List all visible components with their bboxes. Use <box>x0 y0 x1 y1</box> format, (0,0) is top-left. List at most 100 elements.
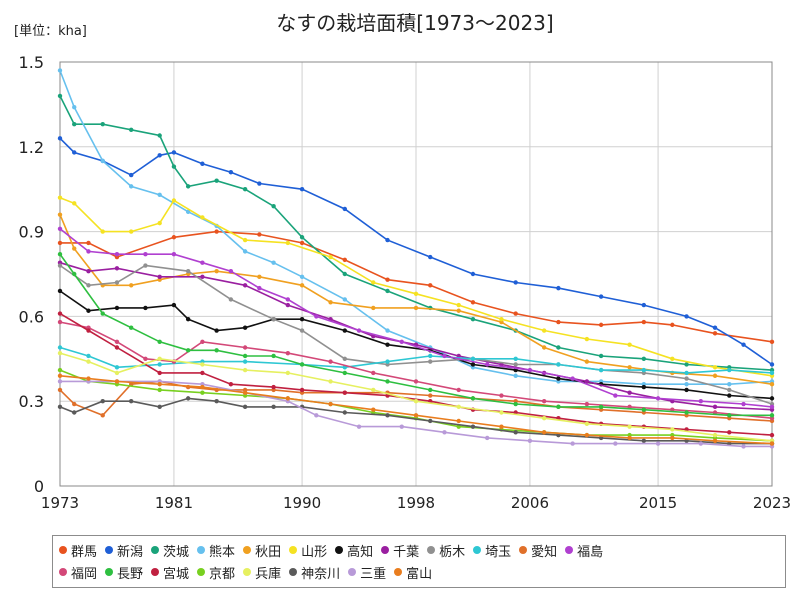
legend-item: 神奈川 <box>289 563 340 582</box>
legend-marker <box>427 546 436 554</box>
data-point <box>228 268 234 274</box>
data-point <box>769 432 775 438</box>
data-point <box>86 268 91 274</box>
legend-label: 福島 <box>577 544 604 560</box>
data-point <box>627 424 632 429</box>
legend-item: 茨城 <box>151 541 189 560</box>
data-point <box>157 192 162 198</box>
data-point <box>527 367 533 373</box>
data-point <box>428 254 433 260</box>
data-point <box>143 356 148 361</box>
data-point <box>684 387 689 393</box>
series-line <box>59 137 773 366</box>
data-point <box>200 384 205 390</box>
legend-label: 山形 <box>301 544 328 560</box>
data-point <box>769 370 775 376</box>
legend-marker <box>243 546 252 554</box>
legend-label: 栃木 <box>439 544 466 560</box>
legend-item: 京都 <box>197 563 235 582</box>
data-point <box>727 387 732 393</box>
y-tick-label: 1.2 <box>19 138 44 157</box>
data-point <box>556 319 561 325</box>
data-point <box>86 283 91 288</box>
data-point <box>242 390 248 395</box>
series-11 <box>57 226 775 410</box>
data-point <box>684 362 689 367</box>
data-point <box>100 399 105 404</box>
data-point <box>157 133 162 138</box>
data-point <box>342 297 347 302</box>
data-point <box>86 353 91 359</box>
legend-item: 山形 <box>289 541 327 560</box>
data-point <box>456 308 461 313</box>
legend-item: 富山 <box>394 563 432 582</box>
data-point <box>413 291 419 296</box>
data-point <box>143 263 148 268</box>
legend-item: 宮城 <box>151 563 189 582</box>
data-point <box>513 280 518 285</box>
series-line <box>60 230 773 343</box>
data-point <box>570 441 575 446</box>
data-point <box>541 345 547 350</box>
data-point <box>271 404 276 410</box>
data-point <box>385 342 390 347</box>
data-point <box>641 438 647 443</box>
data-point <box>271 384 276 390</box>
data-point <box>670 322 675 328</box>
legend: 群馬 新潟 茨城 熊本 秋田 山形 高知 千葉 栃木 埼玉 愛知 福島 福岡 長野 宮城 京都 兵庫 神奈川 三重 富… <box>52 535 786 588</box>
axes: 0 0.3 0.6 0.9 1.2 1.5 1973 1981 1990 1998 2006 2015… <box>19 53 792 512</box>
data-point <box>342 257 347 263</box>
data-point <box>157 404 162 410</box>
data-point <box>371 280 376 285</box>
chart-title: なすの栽培面積[1973～2023] <box>276 11 553 35</box>
data-point <box>242 404 248 410</box>
data-point <box>271 317 276 322</box>
x-tick-label: 2023 <box>753 494 791 512</box>
x-tick-label: 2006 <box>511 494 549 512</box>
data-point <box>200 161 205 166</box>
data-point <box>712 331 718 336</box>
data-point <box>57 373 63 378</box>
data-point <box>86 249 91 254</box>
data-point <box>100 311 105 316</box>
series-13 <box>57 252 775 418</box>
y-tick-label: 0.9 <box>19 223 44 242</box>
data-point <box>200 339 205 345</box>
data-point <box>769 404 775 410</box>
data-point <box>57 195 63 200</box>
data-point <box>57 263 63 268</box>
legend-item: 栃木 <box>427 541 465 560</box>
data-point <box>86 328 91 333</box>
data-point <box>214 328 219 333</box>
data-point <box>598 353 604 359</box>
data-point <box>541 328 547 333</box>
data-point <box>228 170 234 175</box>
legend-label: 兵庫 <box>255 566 282 582</box>
legend-item: 三重 <box>348 563 386 582</box>
data-point <box>598 322 604 328</box>
data-point <box>769 362 775 367</box>
data-point <box>185 348 191 353</box>
legend-marker <box>197 546 206 554</box>
data-point <box>769 441 775 446</box>
data-point <box>584 359 590 364</box>
data-point <box>598 404 604 410</box>
data-point <box>371 407 376 412</box>
series-9 <box>57 345 775 376</box>
data-point <box>627 365 632 370</box>
data-point <box>157 370 162 376</box>
data-point <box>470 362 476 367</box>
data-point <box>342 328 347 333</box>
data-point <box>200 370 205 376</box>
data-point <box>242 367 248 373</box>
x-tick-label: 1973 <box>41 494 79 512</box>
data-point <box>428 418 433 424</box>
data-point <box>285 302 291 308</box>
legend-marker <box>59 546 67 554</box>
data-point <box>72 401 77 407</box>
data-point <box>413 379 419 384</box>
data-point <box>185 268 191 274</box>
legend-marker <box>105 546 114 554</box>
data-point <box>214 178 219 183</box>
